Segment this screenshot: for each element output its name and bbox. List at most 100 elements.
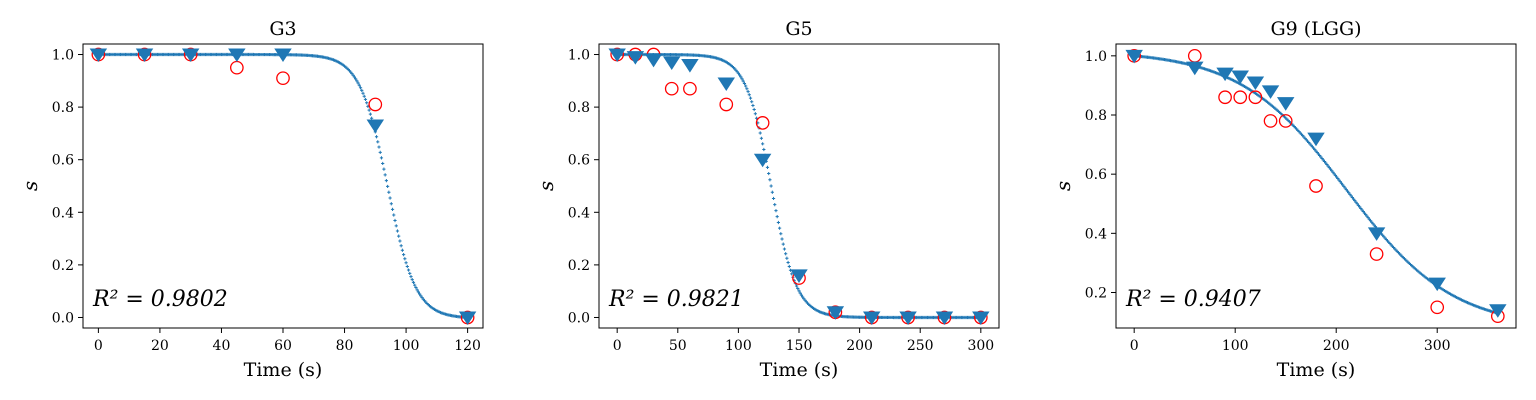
- fit-curve-point: [398, 239, 402, 243]
- fit-curve-point: [405, 264, 409, 269]
- fit-curve-point: [399, 244, 403, 248]
- y-tick-label: 0.4: [52, 205, 74, 221]
- y-tick-label: 0.4: [1085, 226, 1107, 242]
- observed-point-circle: [1233, 90, 1248, 105]
- fit-curve-point: [738, 73, 742, 77]
- plot-area: [89, 47, 477, 326]
- fit-curve-point: [414, 285, 418, 290]
- x-tick-label: 300: [967, 338, 994, 354]
- fit-curve-point: [350, 71, 354, 76]
- fit-curve-point: [786, 260, 790, 265]
- chart-panel-3: G9 (LGG) 0 100 200 300 0.2 0.4 0.6 0.8 1.0 Time (s…: [1051, 18, 1517, 381]
- fit-curve-point: [367, 108, 371, 112]
- plot-frame: [598, 43, 1000, 329]
- x-axis-label: Time (s): [244, 359, 323, 381]
- fit-curve-point: [356, 81, 360, 85]
- x-tick-label: 150: [786, 338, 813, 354]
- predicted-point-triangle: [274, 48, 292, 63]
- x-tick-label: 100: [725, 338, 752, 354]
- y-tick-label: 0.8: [1085, 108, 1107, 124]
- predicted-point-triangle: [681, 59, 699, 73]
- fit-curve-point: [759, 136, 764, 140]
- x-tick-label: 60: [274, 338, 292, 354]
- fit-curve-point: [741, 79, 745, 83]
- fit-curve-point: [358, 86, 363, 90]
- observed-point-circle: [368, 97, 383, 112]
- fit-curve-point: [761, 142, 765, 146]
- predicted-point-triangle: [1246, 76, 1265, 90]
- observed-point-circle: [719, 97, 734, 112]
- observed-point-circle: [1187, 48, 1202, 63]
- fit-curve-point: [750, 100, 754, 104]
- fit-curve-point: [774, 209, 778, 213]
- y-tick-label: 0.0: [52, 310, 74, 326]
- plot-area: [1125, 48, 1507, 324]
- fit-curve-point: [785, 256, 789, 260]
- observed-point-circle: [1430, 300, 1445, 315]
- fit-curve-point: [745, 87, 749, 91]
- predicted-point-triangle: [1367, 227, 1386, 241]
- fit-curve-point: [362, 94, 366, 98]
- fit-curve-point: [378, 150, 382, 154]
- y-tick-label: 0.2: [568, 258, 590, 274]
- fit-curve-point: [769, 184, 773, 188]
- x-tick-label: 100: [393, 338, 420, 354]
- x-axis-label: Time (s): [1277, 359, 1356, 381]
- fit-curve-point: [753, 112, 757, 116]
- predicted-point-triangle: [644, 53, 663, 68]
- x-tick-label: 200: [846, 338, 873, 354]
- fit-curve-point: [411, 280, 416, 285]
- predicted-point-triangle: [1276, 97, 1295, 111]
- r-squared-annotation: R² = 0.9802: [92, 287, 228, 312]
- predicted-point-triangle: [790, 269, 808, 283]
- predicted-point-triangle: [89, 48, 108, 63]
- fit-curve-point: [758, 131, 762, 135]
- predicted-point-triangle: [181, 48, 200, 63]
- fit-curve-point: [354, 77, 358, 81]
- y-tick-label: 0.6: [52, 153, 74, 169]
- fit-curve-point: [771, 196, 776, 201]
- fit-curve-point: [751, 103, 755, 108]
- fit-curve-point: [762, 147, 766, 152]
- predicted-point-triangle: [662, 56, 681, 70]
- predicted-point-triangle: [458, 311, 477, 326]
- fit-curve-point: [782, 247, 787, 251]
- fit-curve-point: [744, 84, 748, 88]
- chart-panel-2: G5 0 50 100 150 200 250 300 0.0 0.2 0.4 0.6 0.8 1.0 Ti…: [534, 18, 1000, 381]
- x-tick-label: 50: [669, 338, 687, 354]
- x-tick-label: 250: [907, 338, 934, 354]
- fit-curve-point: [390, 207, 395, 212]
- fit-curve-point: [736, 71, 740, 75]
- observed-point-circle: [1248, 90, 1263, 105]
- fit-curve-point: [779, 232, 783, 236]
- fit-curve-point: [393, 218, 397, 223]
- y-tick-label: 0.8: [568, 100, 590, 116]
- y-axis-label: s: [1051, 181, 1075, 191]
- fit-curve-point: [383, 173, 387, 177]
- fit-curve-point: [770, 190, 774, 194]
- chart-panel-1: G3 0 20 40 60 80 100 120 0.0 0.2 0.4 0.6 0.8 1.0 Time …: [18, 18, 484, 381]
- fit-curve-point: [797, 289, 801, 293]
- x-tick-label: 0: [1130, 338, 1139, 354]
- fit-curve-point: [739, 75, 743, 79]
- plot-frame: [1115, 43, 1517, 329]
- x-tick-label: 100: [1222, 338, 1249, 354]
- predicted-point-triangle: [1489, 304, 1507, 318]
- fit-curve-point: [776, 220, 780, 225]
- observed-point-circle: [276, 71, 290, 86]
- fit-curve-point: [416, 290, 420, 294]
- fit-curve-point: [798, 291, 802, 295]
- predicted-point-triangle: [935, 311, 954, 326]
- chart-title: G5: [785, 18, 812, 40]
- predicted-point-triangle: [1125, 49, 1143, 64]
- fit-curve-point: [740, 77, 744, 81]
- fit-curve-point: [388, 196, 392, 200]
- observed-point-circle: [683, 81, 697, 96]
- fit-curve-point: [778, 226, 782, 230]
- predicted-point-triangle: [1186, 61, 1204, 76]
- fit-curve-point: [377, 145, 381, 149]
- x-tick-label: 0: [613, 338, 622, 354]
- y-tick-label: 1.0: [1085, 49, 1107, 65]
- predicted-point-triangle: [1231, 70, 1249, 85]
